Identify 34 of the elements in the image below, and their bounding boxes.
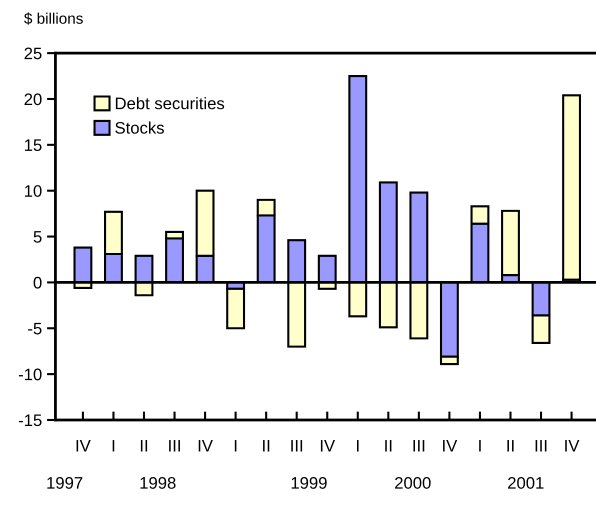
x-tick-label: IV — [320, 440, 336, 452]
y-tick-label: -15 — [18, 414, 42, 426]
legend-label: Debt securities — [116, 97, 224, 110]
y-axis-title: $ billions — [24, 12, 83, 25]
x-tick-label: I — [357, 440, 359, 452]
x-tick-label: III — [291, 440, 302, 452]
y-tick-label: 20 — [24, 93, 42, 106]
text: 1998 — [140, 477, 176, 489]
text: 2000 — [395, 477, 431, 489]
text: 2001 — [508, 477, 544, 489]
x-tick-label: I — [479, 440, 481, 452]
x-tick-label: I — [112, 440, 114, 452]
x-tick-label: III — [536, 440, 546, 452]
x-tick-label: II — [507, 440, 514, 452]
x-tick-label: IV — [565, 440, 580, 452]
y-tick-label: 10 — [24, 185, 42, 197]
y-tick-label: 25 — [24, 48, 42, 60]
x-tick-label: II — [263, 440, 270, 452]
y-tick-label: 15 — [24, 139, 42, 152]
text: 1997 — [47, 477, 82, 489]
x-tick-label: I — [234, 440, 236, 452]
y-tick-label: 5 — [34, 231, 42, 243]
text: 1999 — [292, 477, 327, 489]
y-tick-label: -10 — [18, 368, 42, 380]
x-tick-label: III — [413, 440, 424, 452]
x-tick-label: II — [140, 440, 148, 452]
x-tick-label: II — [385, 440, 392, 452]
x-tick-label: III — [169, 440, 180, 452]
legend-label: Stocks — [115, 122, 164, 134]
x-tick-label: IV — [443, 440, 458, 452]
y-tick-label: -5 — [28, 322, 42, 334]
x-tick-label: IV — [76, 440, 91, 452]
y-tick-label: 0 — [34, 276, 42, 289]
x-tick-label: IV — [198, 440, 213, 452]
